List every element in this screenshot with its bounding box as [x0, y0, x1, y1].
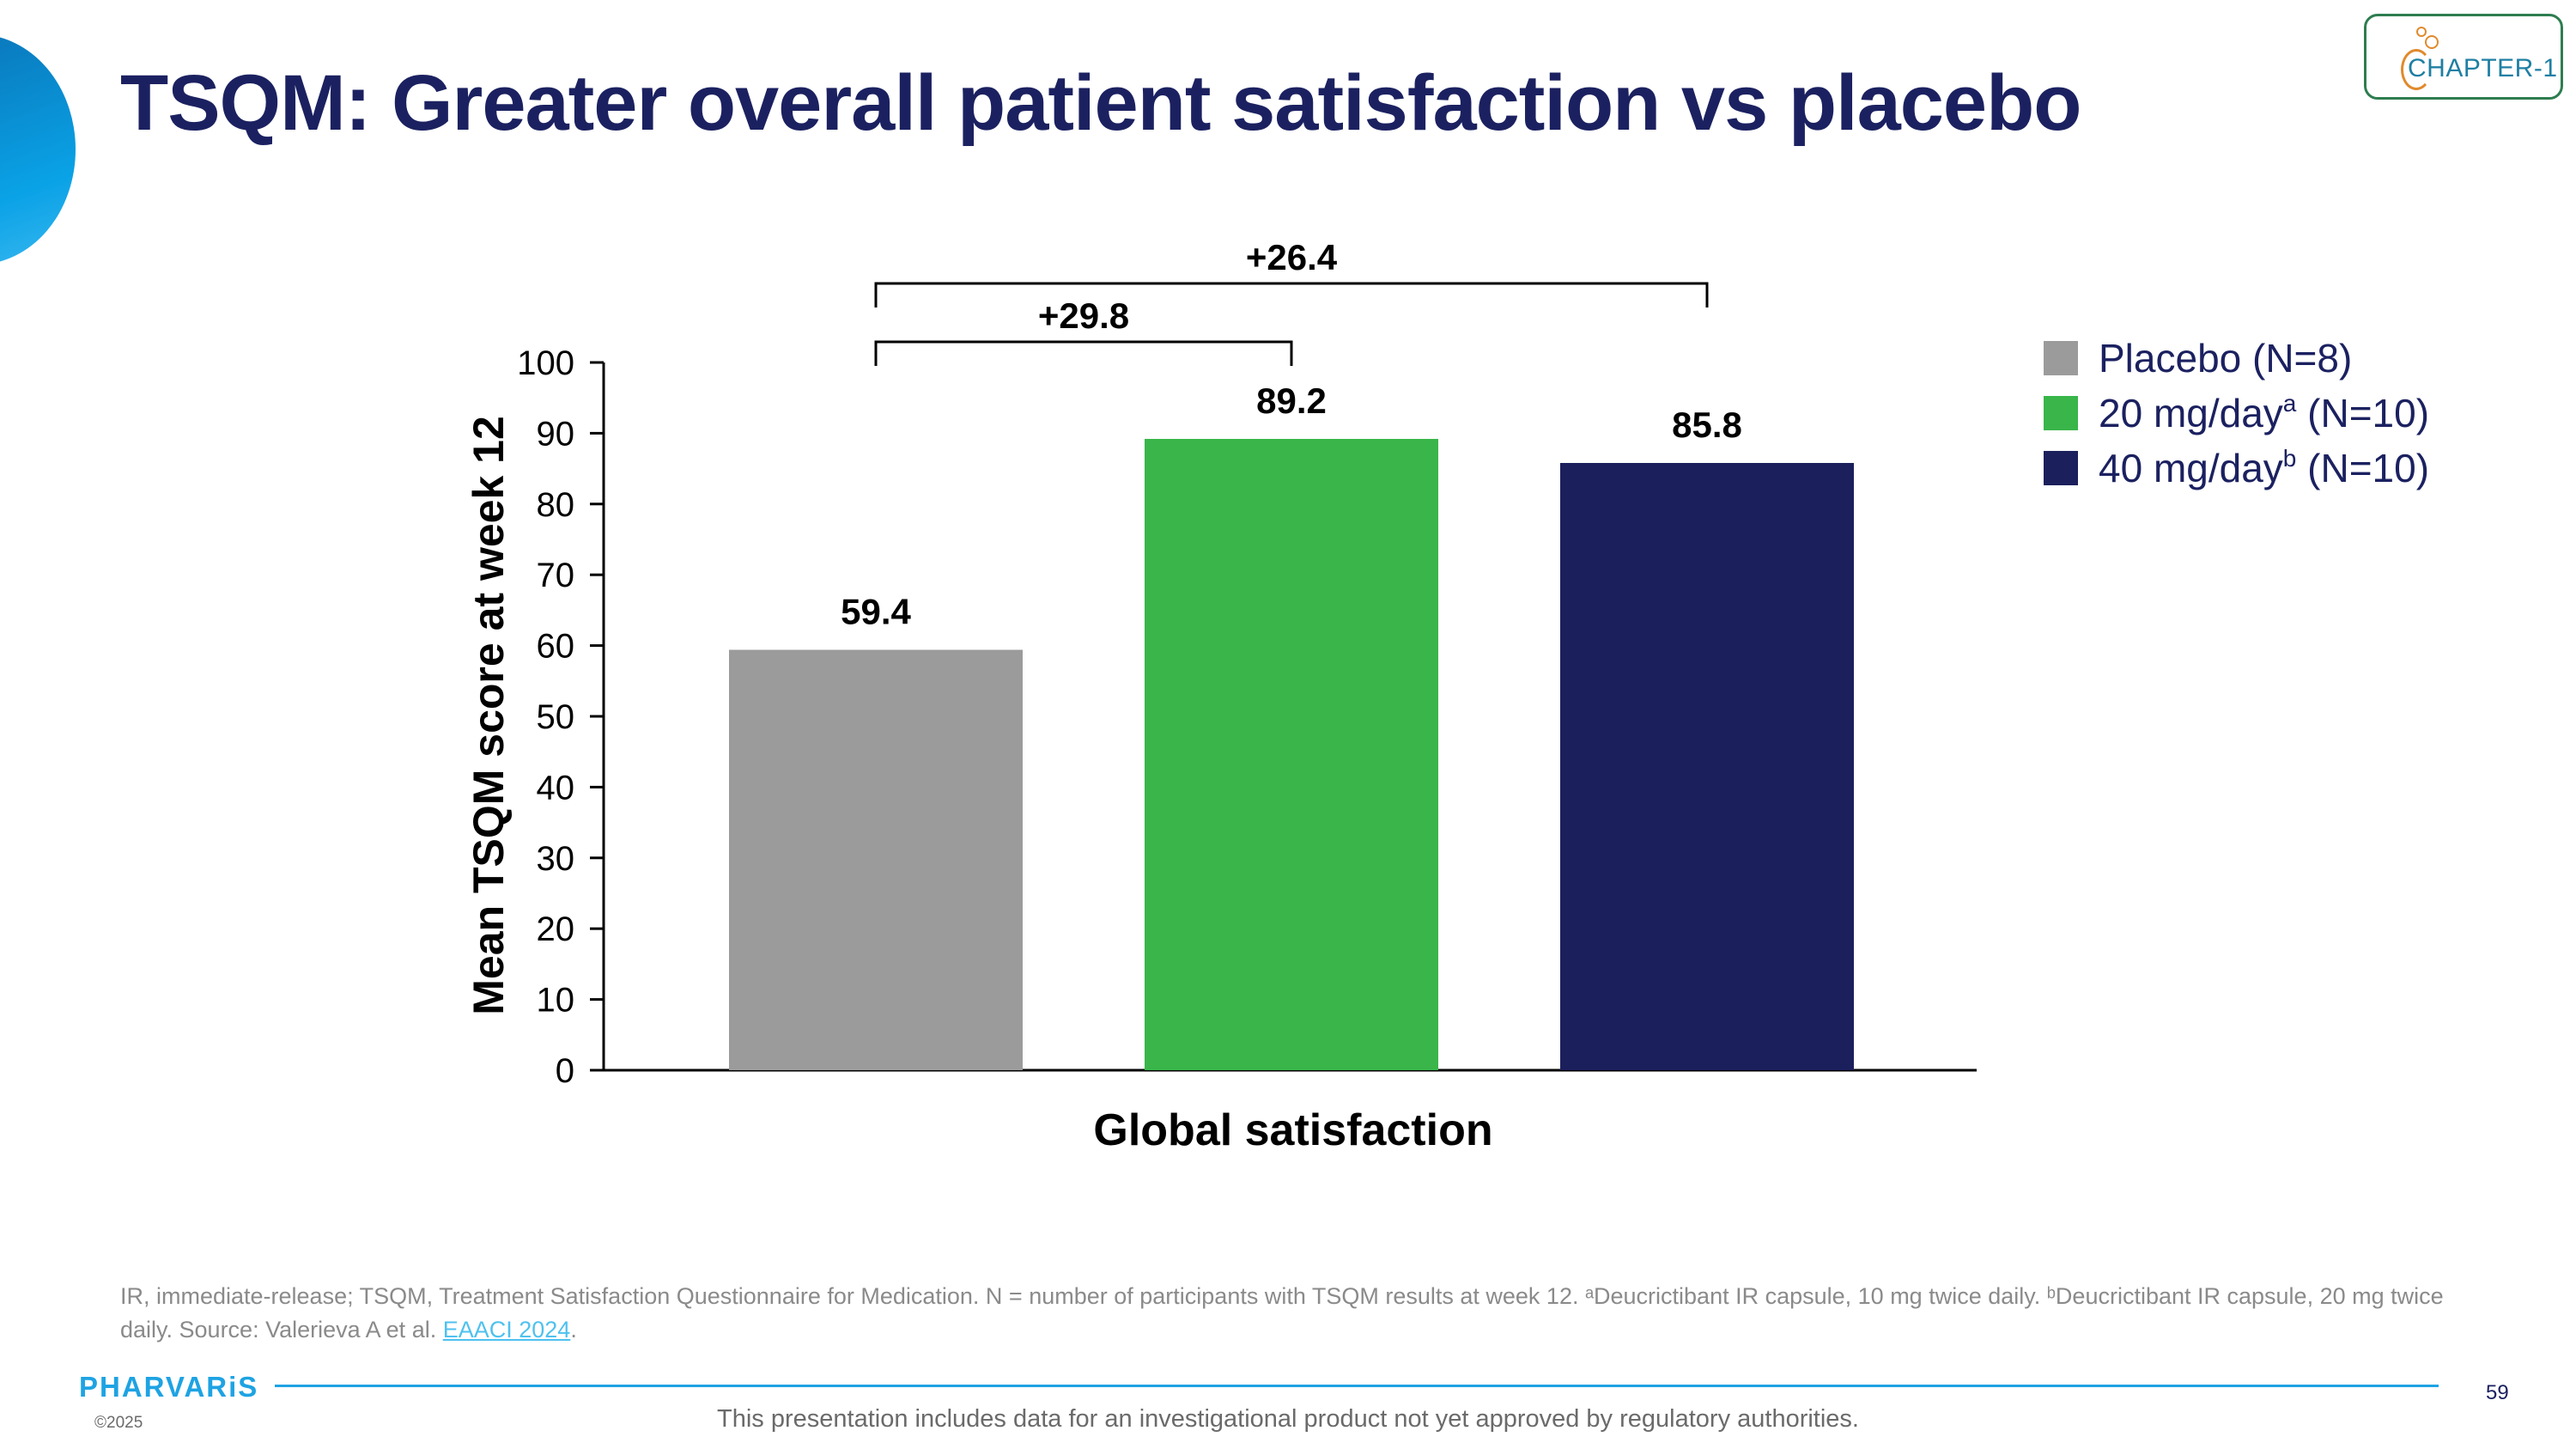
x-axis-label: Global satisfaction — [1093, 1105, 1492, 1155]
y-tick-label: 50 — [537, 698, 575, 736]
comparison-bracket — [874, 340, 1293, 366]
legend-swatch — [2044, 451, 2078, 485]
legend-item: 40 mg/dayb (N=10) — [2044, 441, 2429, 496]
y-tick-label: 10 — [537, 982, 575, 1020]
y-tick-label: 40 — [537, 769, 575, 807]
y-axis-label: Mean TSQM score at week 12 — [465, 416, 513, 1015]
logo-ring-icon — [2401, 49, 2432, 90]
footnote-end: . — [570, 1317, 577, 1342]
bar-data-label: 89.2 — [1256, 381, 1327, 421]
bar-data-label: 85.8 — [1672, 405, 1742, 445]
legend-swatch — [2044, 341, 2078, 375]
chart-legend: Placebo (N=8) 20 mg/daya (N=10) 40 mg/dayb… — [2044, 331, 2429, 496]
legend-label: 20 mg/daya (N=10) — [2099, 390, 2430, 435]
y-tick-label: 20 — [537, 910, 575, 948]
logo-bubble-icon — [2425, 35, 2439, 49]
logo-bubble-icon — [2416, 27, 2427, 37]
y-tick-label: 100 — [517, 344, 574, 382]
page-title: TSQM: Greater overall patient satisfacti… — [120, 59, 2081, 147]
comparison-bracket — [874, 282, 1709, 307]
y-tick-label: 80 — [537, 486, 575, 524]
pharvaris-logo: PHARVARiS — [79, 1371, 259, 1403]
y-tick-label: 0 — [556, 1052, 574, 1090]
bar-data-label: 59.4 — [841, 592, 911, 632]
y-tick-label: 30 — [537, 840, 575, 878]
y-tick-label: 70 — [537, 557, 575, 594]
page-number: 59 — [2486, 1381, 2509, 1404]
legend-label: Placebo (N=8) — [2099, 336, 2353, 381]
legend-swatch — [2044, 396, 2078, 430]
logo-text: CHAPTER-1 — [2408, 54, 2558, 82]
bar — [1145, 438, 1438, 1070]
comparison-label: +29.8 — [1038, 295, 1129, 336]
chapter-1-logo: CHAPTER-1 — [2364, 14, 2563, 100]
comparison-label: +26.4 — [1246, 237, 1338, 277]
source-link[interactable]: EAACI 2024 — [442, 1317, 571, 1342]
y-tick-label: 60 — [537, 628, 575, 666]
y-tick-label: 90 — [537, 415, 575, 453]
copyright: ©2025 — [94, 1414, 143, 1432]
footnote: IR, immediate-release; TSQM, Treatment S… — [120, 1280, 2490, 1347]
legend-item: 20 mg/daya (N=10) — [2044, 386, 2429, 441]
footer-divider — [275, 1385, 2439, 1387]
bar — [729, 649, 1023, 1070]
disclaimer: This presentation includes data for an i… — [717, 1405, 1859, 1433]
legend-label: 40 mg/dayb (N=10) — [2099, 445, 2430, 490]
legend-item: Placebo (N=8) — [2044, 331, 2429, 386]
footnote-text: IR, immediate-release; TSQM, Treatment S… — [120, 1283, 2444, 1342]
bar — [1560, 463, 1854, 1070]
